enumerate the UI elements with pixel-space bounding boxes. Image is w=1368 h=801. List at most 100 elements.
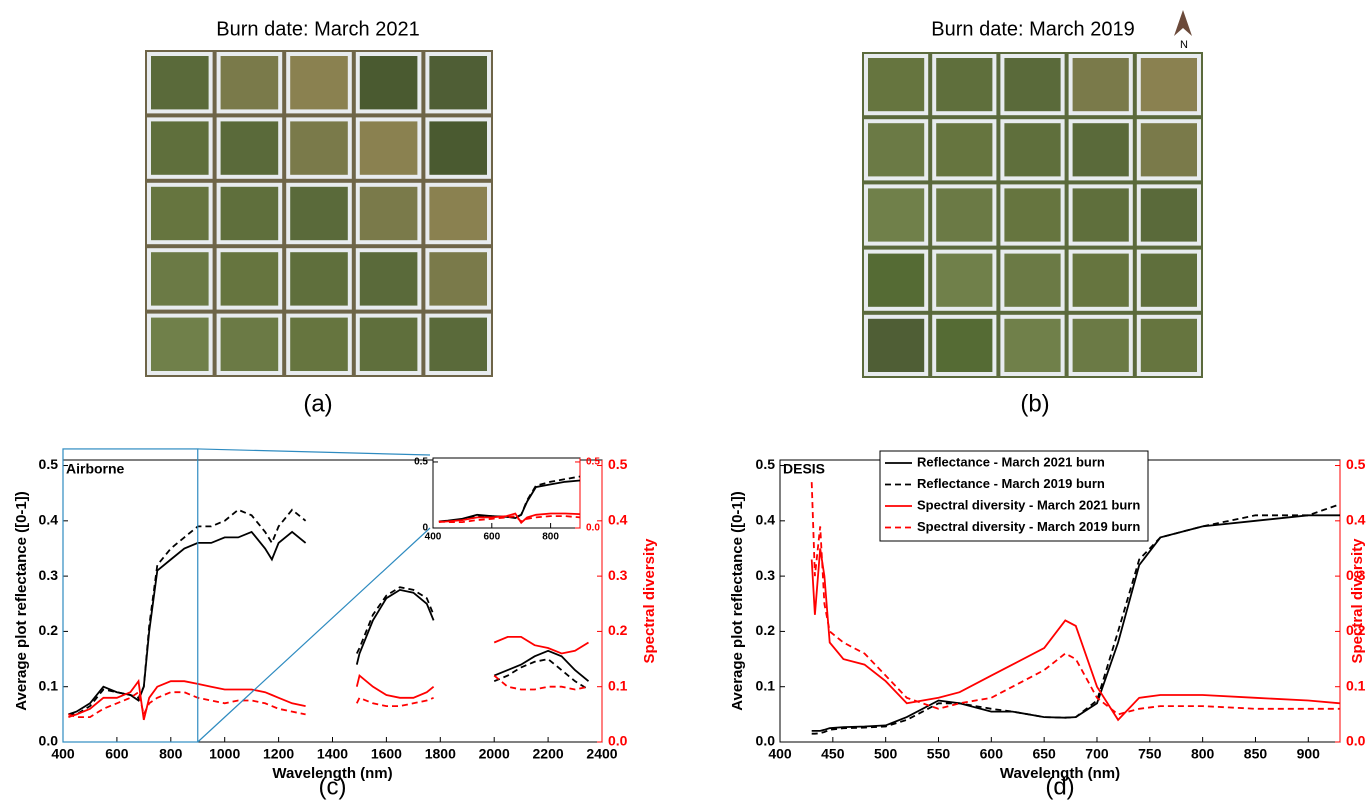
quadrat bbox=[934, 56, 994, 113]
quadrat bbox=[866, 186, 926, 243]
quadrat bbox=[1139, 317, 1199, 374]
quadrat bbox=[1139, 252, 1199, 309]
y-tick-label: 0.3 bbox=[756, 567, 776, 583]
y2-tick-label: 0.0 bbox=[608, 733, 628, 749]
y2-tick-label: 0.0 bbox=[586, 523, 600, 534]
x-tick-label: 800 bbox=[542, 532, 559, 543]
y-tick-label: 0.4 bbox=[756, 512, 776, 528]
north-arrow bbox=[1174, 10, 1192, 36]
x-tick-label: 450 bbox=[821, 745, 845, 761]
quadrat bbox=[427, 119, 489, 176]
quadrat bbox=[358, 250, 420, 307]
y2-tick-label: 0.5 bbox=[608, 456, 628, 472]
quadrat bbox=[1071, 252, 1131, 309]
y2-tick-label: 0.4 bbox=[608, 512, 628, 528]
y2-tick-label: 0.1 bbox=[1346, 677, 1366, 693]
quadrat bbox=[1139, 121, 1199, 178]
quadrat bbox=[427, 185, 489, 242]
y-tick-label: 0.0 bbox=[39, 733, 59, 749]
quadrat bbox=[866, 56, 926, 113]
y-tick-label: 0.5 bbox=[756, 456, 776, 472]
quadrat bbox=[149, 185, 211, 242]
zoom-line bbox=[198, 449, 430, 455]
quadrat bbox=[1002, 252, 1062, 309]
x-tick-label: 2200 bbox=[533, 745, 564, 761]
quadrat bbox=[358, 316, 420, 373]
quadrat bbox=[934, 121, 994, 178]
y2-tick-label: 0.4 bbox=[1346, 512, 1366, 528]
quadrat bbox=[934, 186, 994, 243]
quadrat bbox=[1139, 186, 1199, 243]
y2-tick-label: 0.5 bbox=[586, 457, 600, 468]
quadrat bbox=[358, 119, 420, 176]
x-tick-label: 750 bbox=[1138, 745, 1162, 761]
y-tick-label: 0 bbox=[422, 523, 428, 534]
photo-title: Burn date: March 2021 bbox=[216, 18, 419, 40]
y-axis-label: Average plot reflectance ([0-1]) bbox=[13, 491, 30, 711]
panel-label: (a) bbox=[303, 390, 332, 417]
y2-tick-label: 0.2 bbox=[608, 622, 628, 638]
y-tick-label: 0.2 bbox=[756, 622, 776, 638]
y-tick-label: 0.0 bbox=[756, 733, 776, 749]
y-tick-label: 0.5 bbox=[39, 456, 59, 472]
quadrat bbox=[288, 185, 350, 242]
x-tick-label: 500 bbox=[874, 745, 898, 761]
legend-label: Reflectance - March 2021 burn bbox=[917, 454, 1105, 469]
quadrat bbox=[1071, 186, 1131, 243]
panel-label: (d) bbox=[1045, 773, 1074, 800]
quadrat bbox=[427, 54, 489, 111]
quadrat bbox=[866, 317, 926, 374]
quadrat bbox=[427, 316, 489, 373]
x-tick-label: 850 bbox=[1244, 745, 1268, 761]
panel-label: (b) bbox=[1020, 390, 1049, 417]
annotation: DESIS bbox=[783, 461, 825, 477]
quadrat bbox=[1071, 121, 1131, 178]
quadrat bbox=[219, 185, 281, 242]
quadrat bbox=[1139, 56, 1199, 113]
y-axis-label: Average plot reflectance ([0-1]) bbox=[729, 491, 746, 711]
quadrat bbox=[149, 316, 211, 373]
x-tick-label: 550 bbox=[927, 745, 951, 761]
quadrat bbox=[1002, 186, 1062, 243]
quadrat bbox=[149, 54, 211, 111]
x-tick-label: 1800 bbox=[425, 745, 456, 761]
quadrat bbox=[866, 121, 926, 178]
quadrat bbox=[1071, 56, 1131, 113]
x-tick-label: 1600 bbox=[371, 745, 402, 761]
figure: Burn date: March 2021 (a) Burn date: Mar… bbox=[0, 0, 1368, 801]
photo-title: Burn date: March 2019 bbox=[931, 18, 1134, 40]
quadrat bbox=[934, 252, 994, 309]
x-tick-label: 800 bbox=[159, 745, 183, 761]
quadrat bbox=[219, 250, 281, 307]
quadrat bbox=[358, 185, 420, 242]
legend-label: Spectral diversity - March 2021 burn bbox=[917, 497, 1140, 512]
quadrat bbox=[1002, 121, 1062, 178]
y-tick-label: 0.1 bbox=[756, 677, 776, 693]
x-tick-label: 1000 bbox=[209, 745, 240, 761]
quadrat bbox=[866, 252, 926, 309]
panel-label: (c) bbox=[319, 773, 347, 800]
quadrat bbox=[288, 119, 350, 176]
quadrat bbox=[219, 316, 281, 373]
y2-axis-label: Spectral diversity bbox=[1349, 538, 1366, 664]
quadrat bbox=[1071, 317, 1131, 374]
y-tick-label: 0.3 bbox=[39, 567, 59, 583]
legend-label: Spectral diversity - March 2019 burn bbox=[917, 519, 1140, 534]
y2-tick-label: 0.3 bbox=[608, 567, 628, 583]
x-tick-label: 650 bbox=[1032, 745, 1056, 761]
y2-tick-label: 0.5 bbox=[1346, 456, 1366, 472]
quadrat bbox=[288, 316, 350, 373]
quadrat bbox=[1002, 56, 1062, 113]
x-tick-label: 900 bbox=[1297, 745, 1321, 761]
y-tick-label: 0.4 bbox=[39, 512, 59, 528]
quadrat bbox=[288, 54, 350, 111]
y2-tick-label: 0.1 bbox=[608, 677, 628, 693]
north-label: N bbox=[1180, 39, 1188, 51]
y-tick-label: 0.1 bbox=[39, 677, 59, 693]
x-tick-label: 1200 bbox=[263, 745, 294, 761]
quadrat bbox=[219, 54, 281, 111]
x-tick-label: 600 bbox=[105, 745, 129, 761]
y2-axis-label: Spectral diversity bbox=[641, 538, 658, 664]
y-tick-label: 0.2 bbox=[39, 622, 59, 638]
